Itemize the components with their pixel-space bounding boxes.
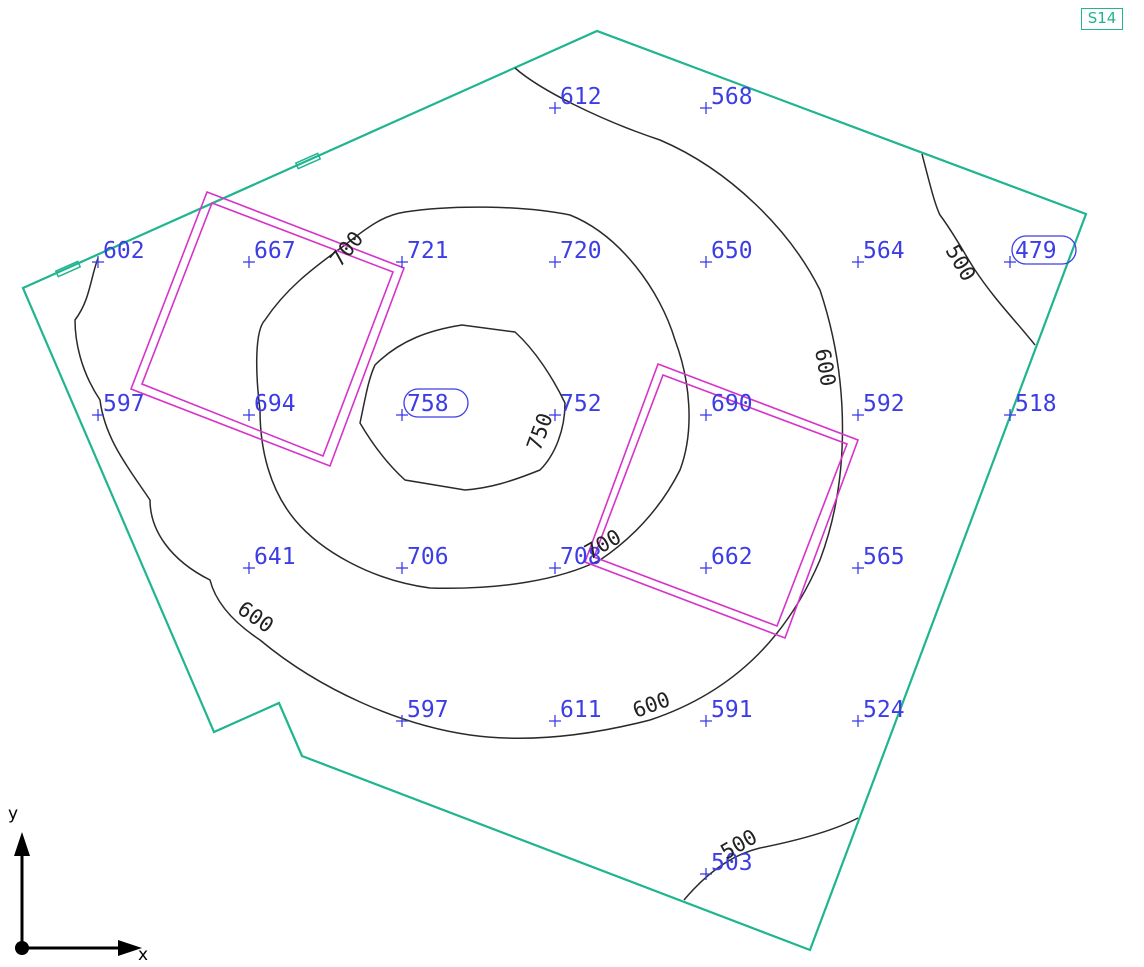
survey-point: 667: [243, 238, 296, 268]
point-elevation-label: 708: [560, 544, 602, 570]
survey-point: 611: [549, 697, 602, 727]
y-axis-label: y: [8, 804, 19, 824]
point-elevation-label: 667: [254, 238, 296, 264]
survey-point: 592: [852, 391, 905, 421]
point-elevation-label: 597: [407, 697, 449, 723]
contour-line-700: [255, 206, 690, 589]
point-elevation-label: 706: [407, 544, 449, 570]
point-elevation-label: 565: [863, 544, 905, 570]
axis-indicator: [14, 832, 142, 956]
contour-line-750: [359, 324, 566, 491]
point-elevation-label: 641: [254, 544, 296, 570]
survey-point: 597: [396, 697, 449, 727]
zone-outer: [129, 190, 406, 468]
zone-inner: [592, 373, 849, 628]
survey-point: 752: [549, 391, 602, 421]
zone-inner: [140, 201, 395, 458]
contour-line-500: [683, 817, 859, 901]
circled-value-outline: [403, 388, 469, 418]
contour-value-label: 600: [233, 596, 278, 637]
contour-value-label: 600: [810, 347, 840, 389]
contour-line-500: [921, 153, 1036, 346]
boundary-marker: [294, 152, 322, 170]
point-elevation-label: 720: [560, 238, 602, 264]
x-arrow-icon: [118, 940, 142, 956]
survey-point: 518: [1004, 391, 1057, 421]
survey-point: 721: [396, 238, 449, 268]
survey-point: 479: [1004, 235, 1077, 268]
point-elevation-label: 564: [863, 238, 905, 264]
survey-point: 591: [700, 697, 753, 727]
survey-point: 565: [852, 544, 905, 574]
contour-value-label: 700: [325, 227, 368, 271]
point-elevation-label: 694: [254, 391, 296, 417]
survey-point: 612: [549, 84, 602, 114]
point-elevation-label: 611: [560, 697, 602, 723]
boundary-marker: [54, 260, 82, 278]
survey-point: 568: [700, 84, 753, 114]
survey-point: 503: [700, 850, 753, 880]
point-elevation-label: 690: [711, 391, 753, 417]
point-elevation-label: 592: [863, 391, 905, 417]
contour-value-label: 600: [630, 687, 674, 723]
contour-value-label: 500: [941, 241, 981, 286]
survey-point: 758: [396, 388, 469, 421]
point-elevation-label: 662: [711, 544, 753, 570]
survey-point: 524: [852, 697, 905, 727]
point-elevation-label: 518: [1015, 391, 1057, 417]
point-elevation-label: 524: [863, 697, 905, 723]
point-elevation-label: 591: [711, 697, 753, 723]
point-elevation-label: 503: [711, 850, 753, 876]
contour-value-label: 750: [522, 410, 558, 454]
survey-point: 662: [700, 544, 753, 574]
y-arrow-icon: [14, 832, 30, 856]
survey-point: 708: [549, 544, 602, 574]
origin-dot: [15, 941, 29, 955]
site-boundary: [21, 29, 1088, 952]
x-axis-label: x: [138, 945, 149, 965]
survey-point: 706: [396, 544, 449, 574]
point-elevation-label: 612: [560, 84, 602, 110]
survey-point: 597: [92, 391, 145, 421]
point-elevation-label: 721: [407, 238, 449, 264]
point-elevation-label: 479: [1015, 238, 1057, 264]
point-elevation-label: 752: [560, 391, 602, 417]
survey-point: 650: [700, 238, 753, 268]
survey-point: 694: [243, 391, 296, 421]
zone-outer: [583, 362, 860, 640]
sheet-id-badge: S14: [1081, 8, 1123, 30]
circled-value-outline: [1011, 235, 1077, 265]
point-elevation-label: 602: [103, 238, 145, 264]
point-elevation-label: 568: [711, 84, 753, 110]
point-elevation-label: 650: [711, 238, 753, 264]
survey-point: 720: [549, 238, 602, 268]
survey-point: 564: [852, 238, 905, 268]
survey-points: 612 568 602 667 721 720 650 564 479 597 694 758 752 6…: [92, 84, 1077, 880]
contour-line-600: [74, 67, 844, 739]
point-elevation-label: 758: [407, 391, 449, 417]
survey-point: 602: [92, 238, 145, 268]
point-elevation-label: 597: [103, 391, 145, 417]
survey-point: 641: [243, 544, 296, 574]
survey-point: 690: [700, 391, 753, 421]
